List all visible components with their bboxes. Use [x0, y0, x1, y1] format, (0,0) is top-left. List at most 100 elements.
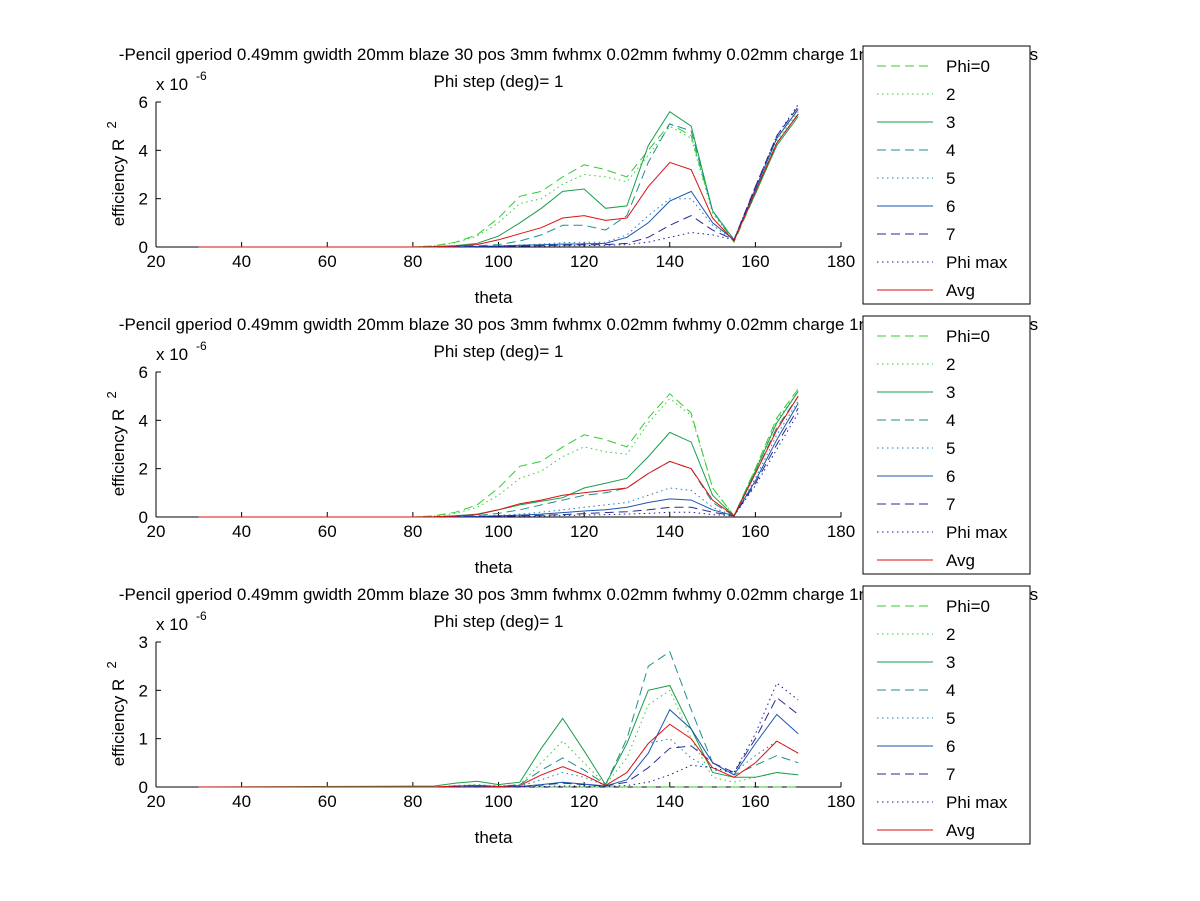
x-tick-label: 160	[741, 252, 769, 271]
legend-label: 6	[946, 197, 955, 216]
legend-label: 2	[946, 625, 955, 644]
legend-label: 6	[946, 737, 955, 756]
series-line-4	[198, 650, 799, 788]
y-axis-label: efficiency R	[109, 139, 128, 227]
y-tick-label: 4	[139, 141, 148, 160]
y-tick-label: 3	[139, 633, 148, 652]
x-tick-label: 20	[147, 522, 166, 541]
series-line-1	[198, 388, 799, 518]
series-line-6	[198, 708, 799, 788]
x-tick-label: 100	[484, 522, 512, 541]
series-line-5	[198, 400, 799, 518]
series-line-9	[198, 113, 799, 248]
x-axis-label: theta	[475, 558, 513, 577]
y-axis-label-superscript: 2	[104, 391, 119, 398]
x-tick-label: 100	[484, 252, 512, 271]
series-line-8	[198, 412, 799, 518]
legend-label: Phi max	[946, 793, 1008, 812]
chart-subtitle: Phi step (deg)= 1	[434, 342, 564, 361]
x-tick-label: 20	[147, 252, 166, 271]
chart-title: -Pencil gperiod 0.49mm gwidth 20mm blaze…	[119, 45, 1038, 64]
series-line-9	[198, 395, 799, 518]
legend-label: Phi max	[946, 523, 1008, 542]
chart-subtitle: Phi step (deg)= 1	[434, 72, 564, 91]
legend-label: Avg	[946, 281, 975, 300]
legend-label: 4	[946, 681, 955, 700]
legend-box	[862, 585, 1031, 845]
legend-label: 5	[946, 169, 955, 188]
y-exponent-power: -6	[196, 609, 207, 623]
x-tick-label: 140	[656, 522, 684, 541]
x-tick-label: 160	[741, 792, 769, 811]
series-line-6	[198, 403, 799, 518]
x-tick-label: 40	[232, 522, 251, 541]
x-tick-label: 140	[656, 252, 684, 271]
legend-label: 6	[946, 467, 955, 486]
series-line-5	[198, 109, 799, 248]
y-exponent-label: x 10	[156, 615, 188, 634]
series-line-7	[198, 696, 799, 788]
series-line-9	[198, 723, 799, 788]
chart-panel-3: -Pencil gperiod 0.49mm gwidth 20mm blaze…	[104, 585, 1038, 847]
legend-label: 7	[946, 225, 955, 244]
series-line-6	[198, 109, 799, 248]
legend-label: 3	[946, 383, 955, 402]
y-tick-label: 6	[139, 93, 148, 112]
x-tick-label: 80	[403, 792, 422, 811]
y-tick-label: 2	[139, 681, 148, 700]
legend-label: 2	[946, 85, 955, 104]
legend: Phi=0 2 3 4 5 6 7 Phi max Avg	[862, 45, 1031, 305]
series-line-7	[198, 408, 799, 518]
x-axis-label: theta	[475, 828, 513, 847]
y-tick-label: 2	[139, 460, 148, 479]
legend-label: 3	[946, 653, 955, 672]
x-tick-label: 60	[318, 252, 337, 271]
y-axis-label-group: efficiency R 2	[104, 661, 128, 766]
legend-label: Phi max	[946, 253, 1008, 272]
chart-title: -Pencil gperiod 0.49mm gwidth 20mm blaze…	[119, 315, 1038, 334]
legend-label: Phi=0	[946, 597, 990, 616]
series-line-3	[198, 391, 799, 518]
y-axis-label-group: efficiency R 2	[104, 121, 128, 226]
y-exponent-power: -6	[196, 69, 207, 83]
legend-label: Avg	[946, 821, 975, 840]
x-tick-label: 20	[147, 792, 166, 811]
series-line-7	[198, 106, 799, 248]
legend-box	[862, 315, 1031, 575]
series-line-2	[198, 391, 799, 518]
x-tick-label: 180	[827, 522, 855, 541]
x-tick-label: 80	[403, 252, 422, 271]
x-tick-label: 60	[318, 792, 337, 811]
x-tick-label: 120	[570, 522, 598, 541]
legend-label: 3	[946, 113, 955, 132]
legend-label: 4	[946, 411, 955, 430]
x-tick-label: 60	[318, 522, 337, 541]
series-line-2	[198, 689, 799, 788]
y-axis-label: efficiency R	[109, 409, 128, 497]
series-line-8	[198, 682, 799, 788]
y-axis-label-superscript: 2	[104, 121, 119, 128]
y-tick-label: 0	[139, 238, 148, 257]
legend: Phi=0 2 3 4 5 6 7 Phi max Avg	[862, 585, 1031, 845]
series-line-1	[198, 113, 799, 248]
y-axis-label: efficiency R	[109, 679, 128, 767]
y-tick-label: 0	[139, 778, 148, 797]
series-line-8	[198, 104, 799, 248]
x-tick-label: 40	[232, 252, 251, 271]
y-tick-label: 4	[139, 411, 148, 430]
y-axis-label-group: efficiency R 2	[104, 391, 128, 496]
legend-label: 4	[946, 141, 955, 160]
chart-panel-2: -Pencil gperiod 0.49mm gwidth 20mm blaze…	[104, 315, 1038, 577]
x-tick-label: 180	[827, 792, 855, 811]
legend-label: Phi=0	[946, 57, 990, 76]
legend-label: 5	[946, 439, 955, 458]
legend-label: 2	[946, 355, 955, 374]
x-tick-label: 120	[570, 252, 598, 271]
y-tick-label: 1	[139, 730, 148, 749]
y-tick-label: 2	[139, 190, 148, 209]
x-tick-label: 160	[741, 522, 769, 541]
legend-label: 7	[946, 495, 955, 514]
legend-label: 7	[946, 765, 955, 784]
legend-label: 5	[946, 709, 955, 728]
